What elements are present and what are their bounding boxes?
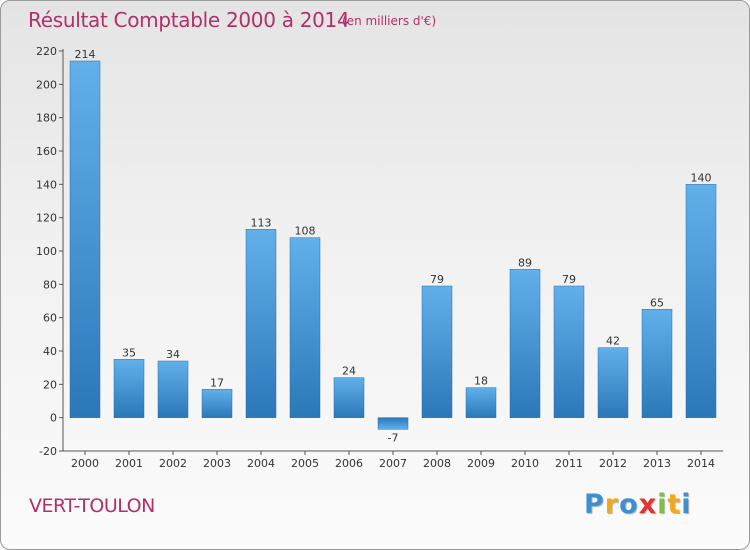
chart-subtitle: (en milliers d'€) bbox=[342, 14, 437, 28]
y-tick-label: -20 bbox=[39, 445, 57, 458]
bar-2012 bbox=[597, 347, 629, 418]
y-tick-label: 140 bbox=[36, 178, 57, 191]
x-tick-label: 2013 bbox=[643, 457, 671, 470]
logo-letter: i bbox=[681, 489, 692, 520]
y-tick-label: 100 bbox=[36, 245, 57, 258]
logo-letter: t bbox=[667, 489, 682, 520]
x-tick-label: 2011 bbox=[555, 457, 583, 470]
data-label-2008: 79 bbox=[430, 273, 444, 286]
y-tick-label: 0 bbox=[50, 412, 57, 425]
bar-2006 bbox=[333, 377, 365, 418]
logo-letter: r bbox=[604, 489, 620, 520]
bar-2000 bbox=[69, 60, 101, 418]
data-label-2012: 42 bbox=[606, 335, 620, 348]
x-tick-label: 2002 bbox=[159, 457, 187, 470]
x-tick-label: 2012 bbox=[599, 457, 627, 470]
bar-2009 bbox=[465, 387, 497, 418]
y-tick-label: 160 bbox=[36, 145, 57, 158]
data-label-2013: 65 bbox=[650, 296, 664, 309]
x-tick-label: 2007 bbox=[379, 457, 407, 470]
data-label-2007: -7 bbox=[388, 431, 399, 444]
bar-2010 bbox=[509, 269, 541, 418]
chart-title: Résultat Comptable 2000 à 2014 bbox=[28, 8, 350, 32]
data-label-2003: 17 bbox=[210, 376, 224, 389]
x-tick-label: 2006 bbox=[335, 457, 363, 470]
bar-2005 bbox=[289, 237, 321, 418]
x-tick-label: 2009 bbox=[467, 457, 495, 470]
y-tick-label: 60 bbox=[43, 312, 57, 325]
logo-letter: i bbox=[657, 489, 668, 520]
data-label-2014: 140 bbox=[691, 171, 712, 184]
y-tick-label: 20 bbox=[43, 378, 57, 391]
x-tick-label: 2004 bbox=[247, 457, 275, 470]
x-tick-label: 2010 bbox=[511, 457, 539, 470]
y-tick-label: 220 bbox=[36, 45, 57, 58]
bar-2011 bbox=[553, 285, 585, 418]
bar-2014 bbox=[685, 184, 717, 418]
logo-letter: x bbox=[638, 489, 658, 520]
x-tick-label: 2003 bbox=[203, 457, 231, 470]
y-tick-label: 80 bbox=[43, 278, 57, 291]
x-tick-label: 2014 bbox=[687, 457, 715, 470]
bar-2007 bbox=[377, 417, 409, 430]
y-tick-label: 180 bbox=[36, 112, 57, 125]
bar-2002 bbox=[157, 360, 189, 418]
data-label-2006: 24 bbox=[342, 365, 356, 378]
bar-2003 bbox=[201, 389, 233, 418]
x-tick-label: 2000 bbox=[71, 457, 99, 470]
data-label-2009: 18 bbox=[474, 375, 488, 388]
bar-2008 bbox=[421, 285, 453, 418]
data-label-2004: 113 bbox=[251, 216, 272, 229]
x-tick-label: 2008 bbox=[423, 457, 451, 470]
proxiti-logo[interactable]: Proxiti bbox=[584, 489, 692, 520]
data-label-2001: 35 bbox=[122, 346, 136, 359]
bar-2004 bbox=[245, 229, 277, 418]
data-label-2011: 79 bbox=[562, 273, 576, 286]
data-label-2000: 214 bbox=[75, 48, 96, 61]
bar-2013 bbox=[641, 309, 673, 418]
x-tick-label: 2005 bbox=[291, 457, 319, 470]
data-label-2010: 89 bbox=[518, 256, 532, 269]
logo-letter: P bbox=[584, 489, 605, 520]
bar-2001 bbox=[113, 359, 145, 418]
data-label-2005: 108 bbox=[295, 225, 316, 238]
y-tick-label: 40 bbox=[43, 345, 57, 358]
logo-letter: o bbox=[619, 489, 639, 520]
data-label-2002: 34 bbox=[166, 348, 180, 361]
commune-name: VERT-TOULON bbox=[29, 495, 155, 517]
x-tick-label: 2001 bbox=[115, 457, 143, 470]
y-tick-label: 120 bbox=[36, 212, 57, 225]
y-tick-label: 200 bbox=[36, 78, 57, 91]
